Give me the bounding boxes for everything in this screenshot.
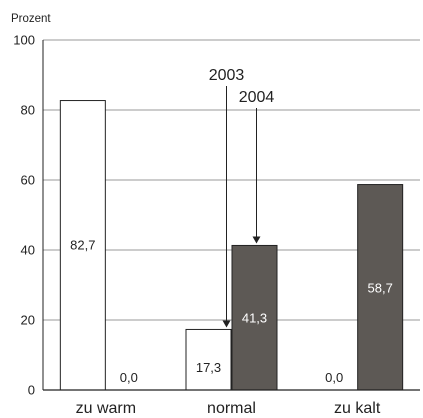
y-tick-labels: 0 20 40 60 80 100 [13,33,35,398]
bar-value-labels: 82,7 17,3 0,0 0,0 41,3 58,7 [70,237,393,385]
annotations: 2003 2004 [209,67,275,328]
y-tick-label: 60 [21,173,35,188]
bar-value-label: 82,7 [70,237,95,252]
y-tick-label: 40 [21,243,35,258]
bar-value-label: 58,7 [368,280,393,295]
y-axis-title: Prozent [11,13,51,25]
x-tick-label: zu kalt [334,400,381,417]
bar-value-label: 17,3 [196,360,221,375]
y-tick-label: 0 [28,383,35,398]
annotation-label: 2004 [239,89,275,106]
annotation-label: 2003 [209,67,245,84]
y-tick-label: 20 [21,313,35,328]
x-tick-label: zu warm [76,400,136,417]
bar-value-label: 41,3 [242,311,267,326]
bar-2004-2 [357,184,404,391]
bar-value-label: 0,0 [120,370,138,385]
y-tick-label: 100 [13,33,35,48]
x-tick-label: normal [207,400,256,417]
x-tick-labels: zu warm normal zu kalt [76,400,381,417]
bars [59,100,404,391]
y-tick-label: 80 [21,103,35,118]
bar-2004-1 [231,244,278,391]
bar-2003-0 [59,100,106,391]
bar-value-label: 0,0 [325,370,343,385]
